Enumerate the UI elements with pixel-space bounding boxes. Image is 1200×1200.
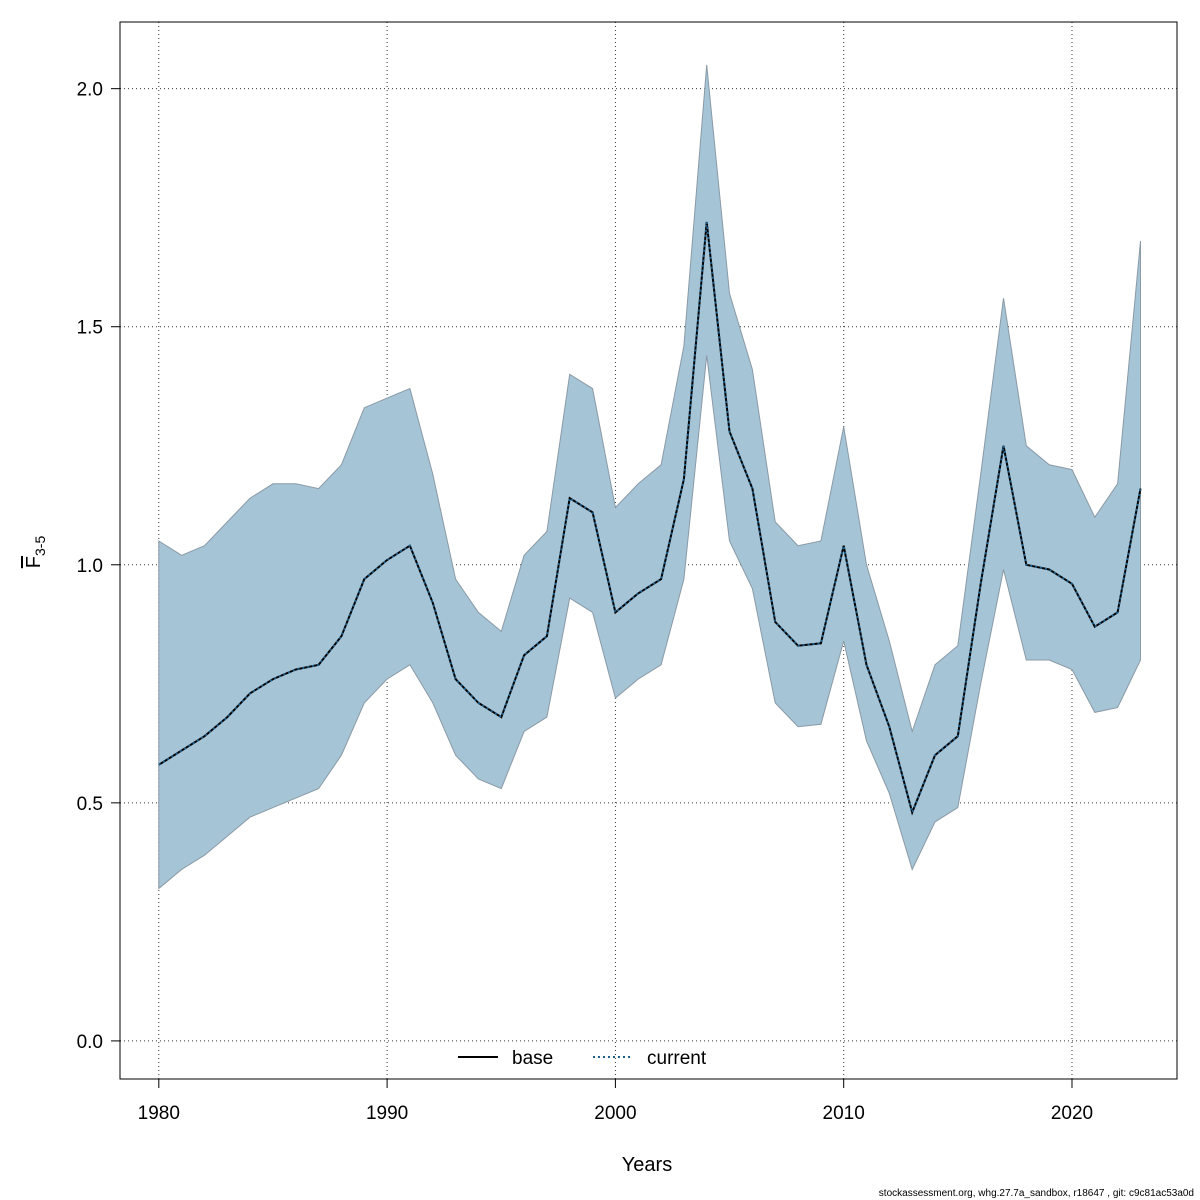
y-axis-title: F3-5 [23,536,48,569]
y-tick-label: 1.0 [77,556,103,577]
svg-text:F3-5: F3-5 [23,536,48,569]
y-tick-label: 0.5 [77,794,103,815]
x-tick-label: 1980 [138,1103,180,1124]
legend: base current [458,1048,707,1069]
x-tick-label: 2000 [594,1103,636,1124]
confidence-band [158,64,1141,890]
legend-current-label: current [647,1048,707,1069]
axes: 1980 1990 2000 2010 2020 0.0 0.5 1.0 1.5 2.0 [77,80,1094,1124]
y-tick-label: 2.0 [77,80,103,101]
legend-base-label: base [512,1048,553,1069]
footer-credit: stockassessment.org, whg.27.7a_sandbox, … [879,1188,1194,1199]
y-axis-title-sub: 3-5 [32,536,48,556]
x-axis-title: Years [622,1154,672,1176]
x-tick-label: 2020 [1051,1103,1093,1124]
x-tick-label: 1990 [366,1103,408,1124]
y-axis-title-main: F [23,556,45,568]
x-tick-label: 2010 [823,1103,865,1124]
y-tick-label: 0.0 [77,1032,103,1053]
series-current-line [158,221,1142,816]
y-tick-label: 1.5 [77,318,103,339]
